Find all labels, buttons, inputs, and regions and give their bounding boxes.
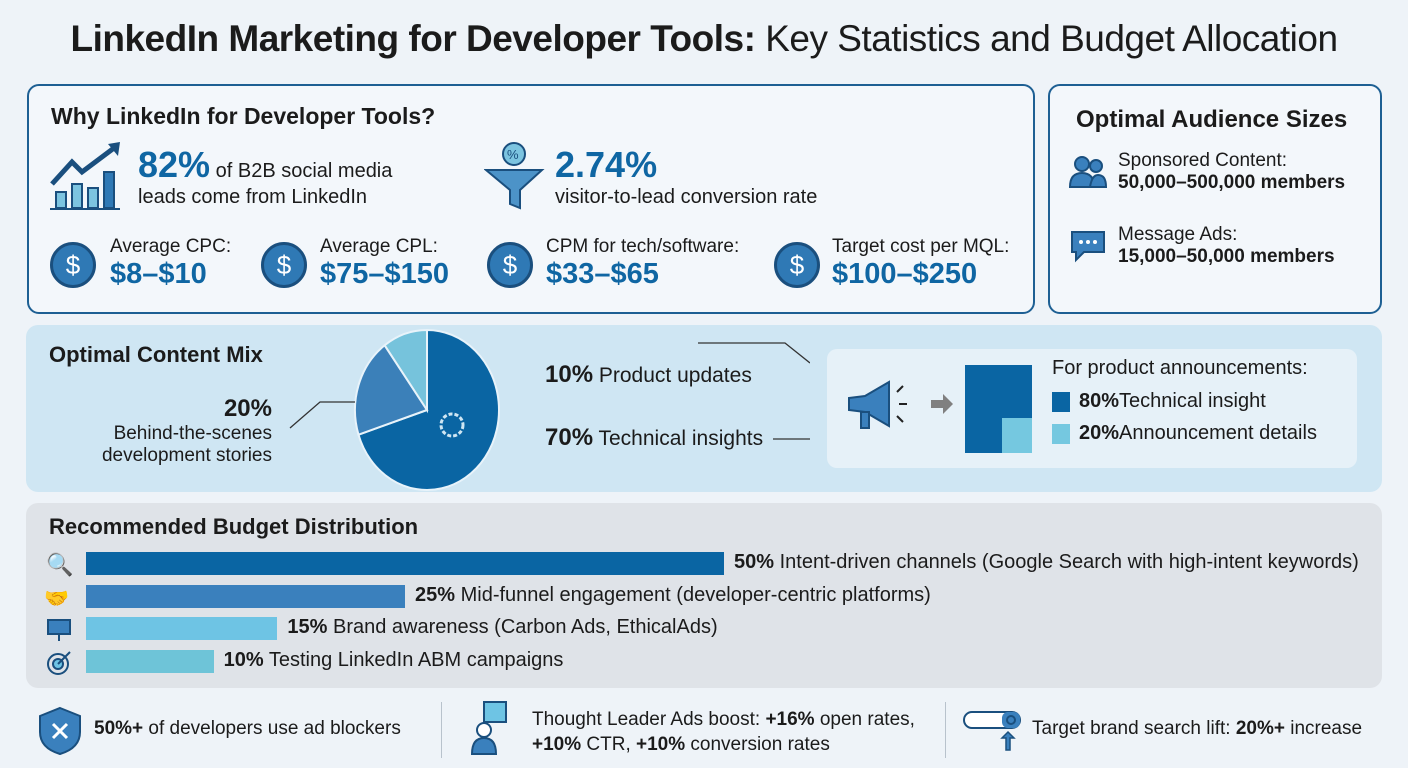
handshake-icon: 🤝 (44, 588, 69, 610)
growth-chart-icon (50, 142, 120, 210)
pie-slice-product (383, 328, 428, 414)
page-title: LinkedIn Marketing for Developer Tools: … (70, 18, 1338, 59)
users-icon (1068, 156, 1108, 188)
budget-bar-label: 50% Intent-driven channels (Google Searc… (734, 551, 1359, 573)
legend-technical-insight: 80% Technical insight (1052, 390, 1266, 413)
thought-leader-stat: Thought Leader Ads boost: +16% open rate… (532, 709, 915, 755)
audience-item: Sponsored Content: 50,000–500,000 members (1118, 150, 1346, 193)
audience-panel (1048, 84, 1382, 314)
budget-bar (86, 552, 724, 575)
budget-heading: Recommended Budget Distribution (49, 514, 419, 539)
svg-text:%: % (507, 147, 519, 162)
shield-blocked-icon (39, 706, 81, 756)
cost-item: CPM for tech/software: $33–$65 (546, 236, 740, 290)
megaphone-icon (848, 380, 953, 429)
legend-announcement-details: 20% Announcement details (1052, 422, 1317, 445)
budget-bar (86, 584, 405, 608)
thought-leader-icon (470, 701, 507, 755)
pie-label-technical-insights: 70% Technical insights (545, 424, 764, 451)
brand-search-icon (963, 711, 1021, 751)
dollar-icon: $ (487, 242, 533, 288)
billboard-icon (47, 619, 71, 641)
search-icon: 🔍 (46, 552, 74, 577)
audience-heading: Optimal Audience Sizes (1076, 106, 1348, 133)
content-mix-pie-chart (289, 328, 810, 491)
legend-swatch (1052, 423, 1070, 444)
cost-item: Average CPC: $8–$10 (110, 236, 232, 290)
pie-label-behind-the-scenes: 20% Behind-the-scenes development stories (101, 395, 272, 466)
cost-item: Average CPL: $75–$150 (320, 236, 450, 290)
why-heading: Why LinkedIn for Developer Tools? (51, 103, 436, 129)
dollar-icon: $ (50, 242, 96, 288)
technical-insight-bar (1002, 365, 1032, 418)
content-mix-heading: Optimal Content Mix (49, 342, 263, 367)
target-icon (47, 651, 71, 675)
budget-bar (86, 617, 278, 641)
conversion-rate-text: visitor-to-lead conversion rate (555, 186, 818, 208)
linkedin-leads-stat: 82% of B2B social media (138, 144, 393, 185)
dollar-icon: $ (261, 242, 307, 288)
budget-bar-label: 25% Mid-funnel engagement (developer-cen… (415, 583, 931, 606)
dollar-icon: $ (774, 242, 820, 288)
budget-bar (86, 650, 214, 674)
chat-icon (1071, 231, 1105, 263)
pie-label-product-updates: 10% Product updates (545, 361, 752, 388)
technical-insight-bar (965, 365, 1002, 453)
budget-bar-label: 10% Testing LinkedIn ABM campaigns (223, 649, 564, 672)
cost-item: Target cost per MQL: $100–$250 (832, 236, 1010, 290)
gear-icon (439, 412, 465, 438)
announcement-heading: For product announcements: (1052, 357, 1308, 379)
announcement-stacked-bar (965, 365, 1032, 453)
pie-slice-technical (357, 328, 500, 491)
audience-item: Message Ads: 15,000–50,000 members (1118, 224, 1335, 267)
divider (945, 702, 946, 758)
ad-blocker-stat: 50%+ of developers use ad blockers (94, 718, 401, 739)
announcement-details-bar (1002, 417, 1032, 453)
budget-bar-label: 15% Brand awareness (Carbon Ads, Ethical… (287, 616, 718, 639)
brand-search-stat: Target brand search lift: 20%+ increase (1032, 718, 1363, 739)
why-linkedin-panel (27, 84, 1035, 314)
legend-swatch (1052, 391, 1070, 412)
linkedin-leads-text: leads come from LinkedIn (138, 186, 368, 208)
divider (441, 702, 442, 758)
announcement-card (827, 349, 1357, 468)
conversion-rate-value: 2.74% (555, 144, 658, 185)
funnel-icon: % (484, 142, 545, 210)
pie-slice-behind-the-scenes (354, 343, 429, 437)
